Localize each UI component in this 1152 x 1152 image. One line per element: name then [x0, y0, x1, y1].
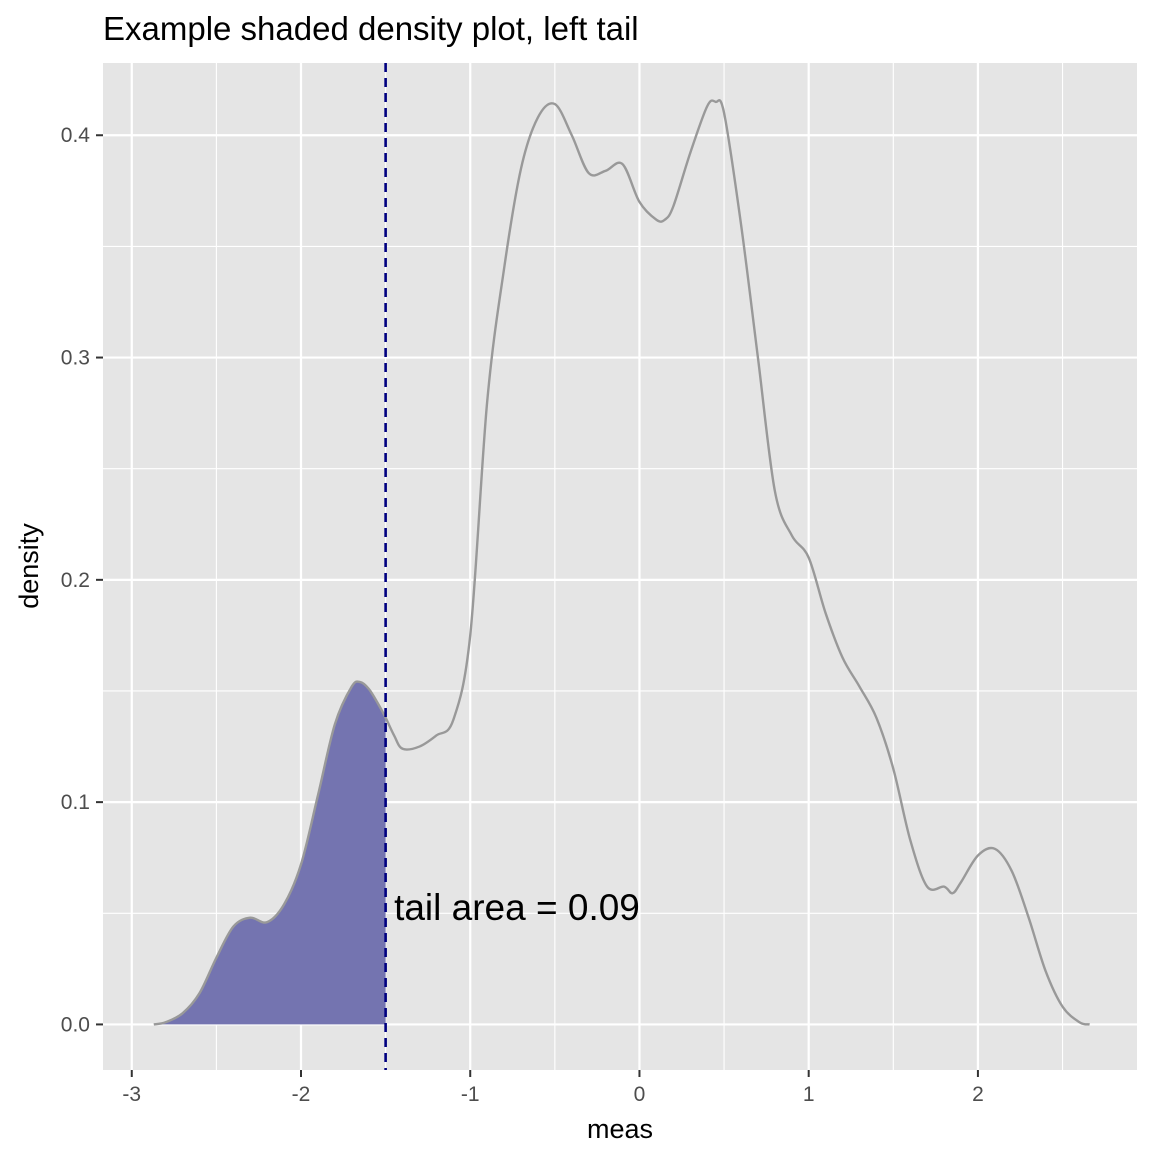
- y-tick-label: 0.4: [61, 124, 91, 147]
- x-tick-label: -1: [461, 1083, 480, 1106]
- density-curve: [153, 99, 1090, 1026]
- x-axis-title: meas: [587, 1114, 653, 1144]
- y-tick-label: 0.1: [61, 791, 90, 814]
- y-tick-label: 0.3: [61, 347, 90, 370]
- chart-title: Example shaded density plot, left tail: [103, 10, 639, 47]
- x-tick-label: -2: [292, 1083, 311, 1106]
- plot-panel: [103, 63, 1137, 1070]
- y-tick-label: 0.0: [61, 1013, 90, 1036]
- tail-area-annotation: tail area = 0.09: [394, 887, 640, 928]
- x-tick-label: 0: [634, 1083, 646, 1106]
- y-axis-ticks: 0.0 0.1 0.2 0.3 0.4: [61, 124, 103, 1036]
- major-gridlines: [103, 63, 1137, 1070]
- y-axis-title: density: [14, 523, 44, 609]
- x-tick-label: 2: [972, 1083, 984, 1106]
- x-tick-label: 1: [803, 1083, 815, 1106]
- y-tick-label: 0.2: [61, 569, 90, 592]
- x-axis-ticks: -3 -2 -1 0 1 2: [122, 1070, 984, 1106]
- x-tick-label: -3: [122, 1083, 141, 1106]
- tail-area-fill: [153, 681, 386, 1025]
